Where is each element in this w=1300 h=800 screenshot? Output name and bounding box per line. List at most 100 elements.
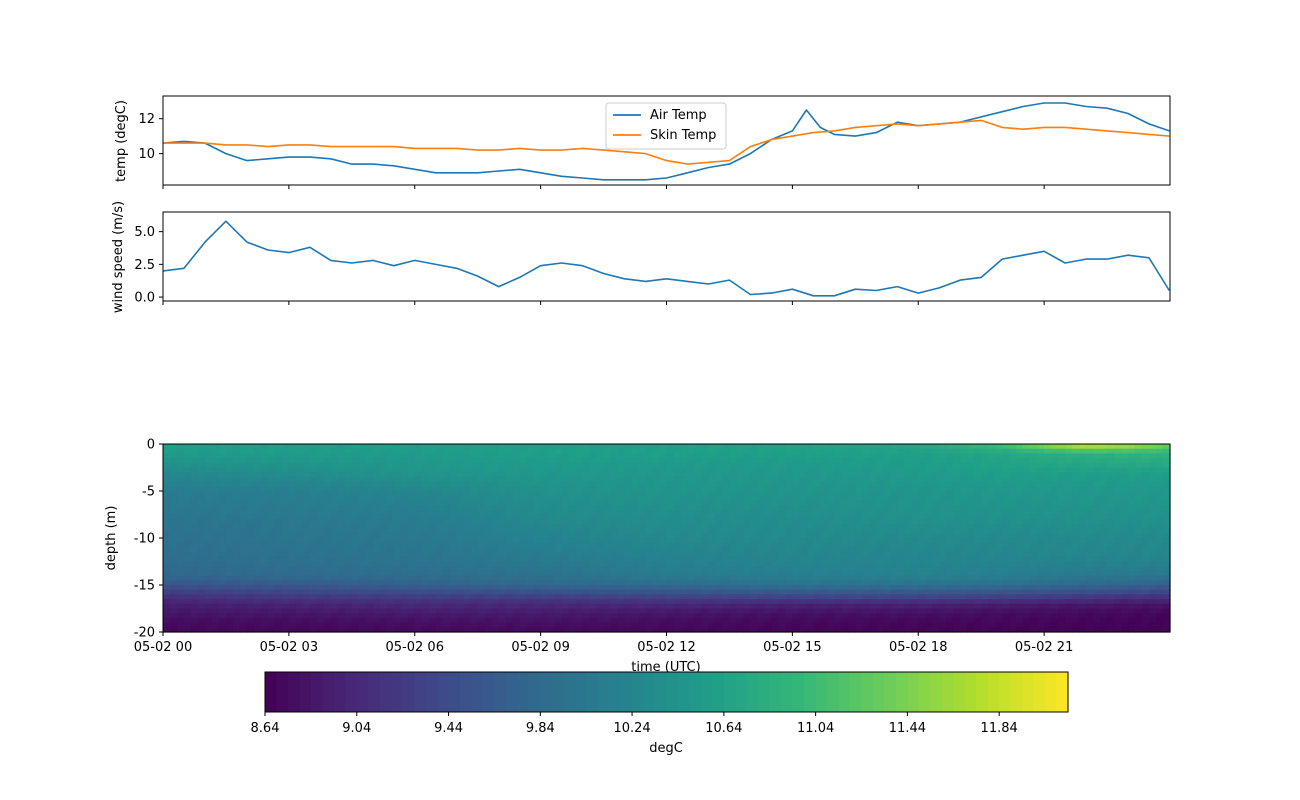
heatmap-cell [484,514,493,520]
heatmap-cell [645,585,654,591]
heatmap-cell [239,491,248,497]
heatmap-cell [610,491,619,497]
heatmap-cell [911,476,919,483]
heatmap-cell [358,617,367,624]
heatmap-cell [652,472,661,478]
heatmap-cell [190,523,199,530]
heatmap-cell [694,538,703,544]
heatmap-cell [645,444,654,450]
heatmap-cell [652,627,661,633]
heatmap-cell [540,533,549,539]
heatmap-cell [722,580,731,586]
heatmap-cell [841,448,849,454]
heatmap-cell [596,505,605,511]
heatmap-cell [260,594,269,600]
heatmap-cell [848,613,856,619]
heatmap-cell [834,613,842,619]
heatmap-cell [176,575,185,581]
heatmap-cell [897,533,905,539]
heatmap-cell [540,594,549,600]
heatmap-cell [855,613,863,619]
heatmap-cell [218,603,227,610]
heatmap-cell [163,613,171,619]
heatmap-cell [288,627,297,633]
heatmap-cell [974,509,982,516]
heatmap-cell [435,500,444,506]
heatmap-cell [757,566,765,572]
heatmap-cell [764,617,772,624]
heatmap-cell [491,608,500,614]
heatmap-cell [491,453,500,459]
heatmap-cell [197,491,206,497]
heatmap-cell [512,467,521,473]
heatmap-cell [575,533,584,539]
heatmap-cell [505,617,514,624]
heatmap-cell [799,556,807,563]
heatmap-cell [743,462,752,469]
heatmap-cell [225,622,234,628]
heatmap-cell [547,533,556,539]
heatmap-cell [400,509,409,516]
heatmap-cell [701,561,710,567]
heatmap-cell [624,542,633,548]
heatmap-cell [505,509,514,516]
heatmap-cell [932,467,940,473]
heatmap-cell [400,467,409,473]
heatmap-cell [316,448,325,454]
heatmap-cell [435,486,444,492]
heatmap-cell [519,599,528,605]
heatmap-cell [456,528,465,534]
heatmap-cell [330,505,339,511]
heatmap-cell [428,580,437,586]
heatmap-cell [547,458,556,464]
heatmap-cell [295,613,304,619]
heatmap-cell [260,556,269,563]
heatmap-cell [918,523,926,530]
heatmap-cell [869,505,877,511]
heatmap-cell [673,542,682,548]
heatmap-cell [960,566,968,572]
heatmap-cell [232,617,241,624]
heatmap-cell [449,542,458,548]
heatmap-cell [666,599,675,605]
heatmap-cell [225,547,234,553]
heatmap-cell [827,613,835,619]
heatmap-cell [659,467,668,473]
heatmap-cell [239,617,248,624]
heatmap-cell [211,585,220,591]
heatmap-cell [953,476,961,483]
heatmap-cell [617,495,626,501]
heatmap-cell [743,519,752,525]
heatmap-cell [526,519,535,525]
heatmap-cell [673,476,682,483]
heatmap-cell [302,552,311,558]
heatmap-cell [477,533,486,539]
heatmap-cell [281,538,290,544]
heatmap-cell [645,500,654,506]
heatmap-cell [253,467,262,473]
heatmap-cell [652,556,661,563]
heatmap-cell [904,505,912,511]
heatmap-cell [988,613,996,619]
heatmap-cell [309,500,318,506]
heatmap-cell [302,523,311,530]
heatmap-cell [589,509,598,516]
heatmap-cell [197,495,206,501]
heatmap-cell [169,476,178,483]
heatmap-cell [869,476,877,483]
heatmap-cell [386,453,395,459]
heatmap-cell [666,514,675,520]
heatmap-cell [267,570,276,577]
heatmap-cell [631,481,640,487]
heatmap-cell [757,585,765,591]
heatmap-cell [925,533,933,539]
heatmap-cell [386,500,395,506]
heatmap-cell [680,556,689,563]
heatmap-cell [869,528,877,534]
heatmap-cell [995,608,1003,614]
heatmap-cell [988,444,996,450]
heatmap-cell [163,467,171,473]
heatmap-cell [743,444,752,450]
heatmap-cell [708,458,717,464]
heatmap-cell [204,467,213,473]
